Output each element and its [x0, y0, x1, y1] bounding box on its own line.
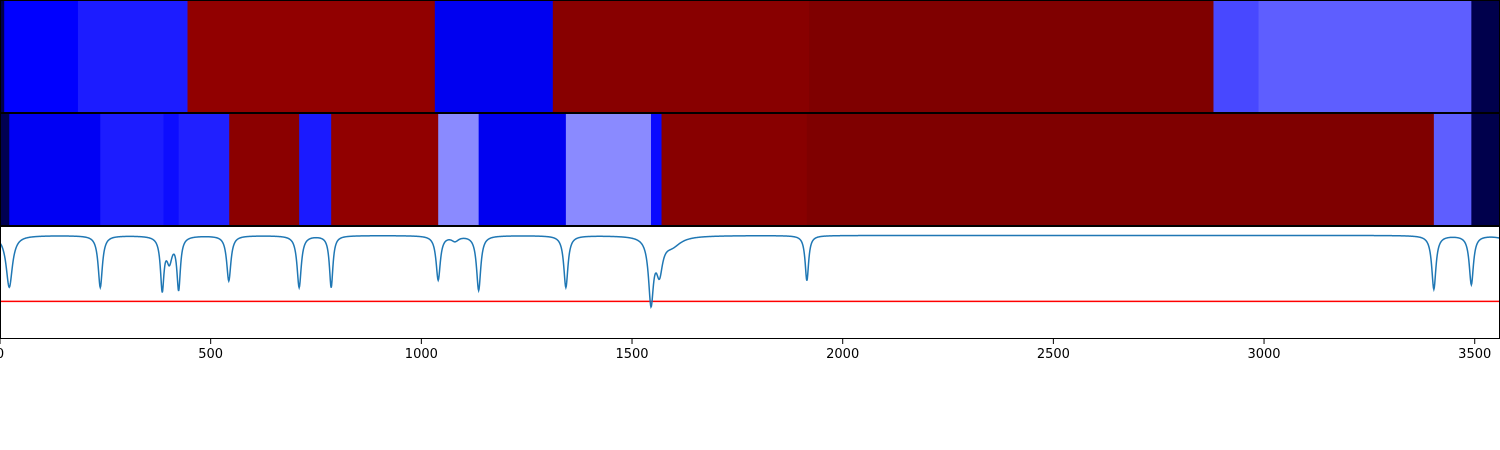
- heatmap-segment-1-10: [565, 113, 652, 226]
- line-panel: [0, 226, 1500, 339]
- heatmap-segment-1-3: [163, 113, 180, 226]
- heatmap-segment-0-0: [0, 0, 5, 113]
- heatmap-segment-0-1: [4, 0, 79, 113]
- heatmap-segment-1-1: [9, 113, 101, 226]
- heatmap-track-top: [0, 0, 1500, 113]
- heatmap-segment-1-2: [100, 113, 165, 226]
- x-tick-label-4: 2000: [826, 347, 859, 362]
- heatmap-segment-1-5: [229, 113, 300, 226]
- heatmap-segment-1-14: [1433, 113, 1472, 226]
- x-tick-label-7: 3500: [1458, 347, 1491, 362]
- heatmap-segment-1-13: [806, 113, 1435, 226]
- heatmap-segment-1-0: [0, 113, 10, 226]
- heatmap-track-middle: [0, 113, 1500, 226]
- heatmap-segment-1-9: [478, 113, 567, 226]
- x-tick-label-2: 1000: [405, 347, 438, 362]
- x-tick-label-6: 3000: [1247, 347, 1280, 362]
- heatmap-segment-1-11: [650, 113, 663, 226]
- heatmap-segment-0-8: [1258, 0, 1472, 113]
- heatmap-segment-0-4: [434, 0, 554, 113]
- heatmap-segment-1-12: [661, 113, 808, 226]
- signal-line: [0, 234, 1500, 309]
- x-tick-label-3: 1500: [615, 347, 648, 362]
- heatmap-segment-0-9: [1471, 0, 1500, 113]
- heatmap-segment-0-2: [77, 0, 189, 113]
- line-panel-background: [0, 226, 1500, 339]
- heatmap-segment-0-6: [808, 0, 1215, 113]
- heatmap-segment-1-8: [438, 113, 480, 226]
- heatmap-segment-0-3: [187, 0, 436, 113]
- heatmap-segment-1-4: [178, 113, 230, 226]
- heatmap-segment-0-7: [1213, 0, 1260, 113]
- heatmap-segment-0-5: [552, 0, 810, 113]
- x-axis: 0 500 1000 1500 2000 2500 3000 3500: [0, 339, 1491, 362]
- x-tick-label-5: 2500: [1037, 347, 1070, 362]
- heatmap-segment-1-6: [299, 113, 332, 226]
- heatmap-segment-1-7: [331, 113, 439, 226]
- x-tick-label-1: 500: [198, 347, 223, 362]
- heatmap-segment-1-15: [1471, 113, 1500, 226]
- x-tick-label-0: 0: [0, 347, 4, 362]
